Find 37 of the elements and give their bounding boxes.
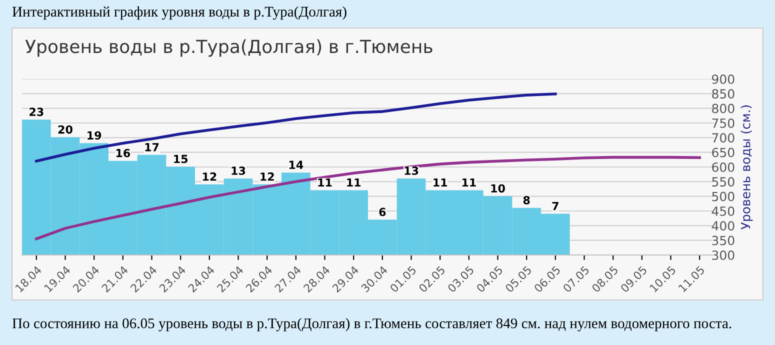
data-label: 10 bbox=[491, 184, 505, 193]
y2-tick-label: 550 bbox=[712, 177, 734, 187]
data-label: 20 bbox=[58, 125, 72, 134]
y2-tick-label: 700 bbox=[712, 133, 734, 143]
data-label: 14 bbox=[289, 160, 304, 169]
y2-tick-label: 500 bbox=[712, 192, 734, 202]
y2-tick-label: 400 bbox=[712, 221, 734, 231]
y2-tick-label: 900 bbox=[712, 74, 734, 84]
data-label: 23 bbox=[30, 108, 44, 116]
y2-tick-label: 800 bbox=[712, 104, 734, 114]
data-label: 11 bbox=[347, 178, 361, 187]
line-series bbox=[35, 156, 701, 240]
data-label: 17 bbox=[145, 143, 159, 152]
data-label: 11 bbox=[434, 178, 448, 187]
text: Интерактивный график уровня воды в р.Тура(Долгая) bbox=[12, 6, 346, 20]
data-label: 13 bbox=[404, 166, 418, 175]
y2-tick-label: 450 bbox=[712, 206, 734, 216]
data-label: 11 bbox=[318, 178, 332, 187]
y2-axis-title: Уровень воды (см.) bbox=[740, 105, 753, 230]
data-label: 8 bbox=[523, 196, 530, 204]
data-label: 12 bbox=[260, 172, 274, 181]
y2-tick-label: 650 bbox=[712, 148, 734, 158]
data-label: 11 bbox=[462, 178, 476, 187]
chart-title: Уровень воды в р.Тура(Долгая) в г.Тюмень bbox=[25, 39, 432, 57]
data-label: 13 bbox=[232, 166, 246, 175]
y2-tick-label: 750 bbox=[712, 118, 734, 128]
y2-tick-label: 850 bbox=[712, 89, 734, 99]
y2-tick-label: 600 bbox=[712, 162, 734, 172]
data-label: 19 bbox=[88, 131, 102, 140]
y2-tick-label: 300 bbox=[712, 250, 734, 260]
data-label: 15 bbox=[174, 154, 188, 164]
text: По состоянию на 06.05 уровень воды в р.Тура(Долгая) в г.Тюмень составляет 849 см. над нулем водомерного поста. bbox=[12, 318, 732, 332]
data-label: 7 bbox=[552, 202, 558, 210]
y2-tick-label: 350 bbox=[712, 236, 734, 246]
data-label: 16 bbox=[116, 148, 130, 158]
data-label: 12 bbox=[202, 172, 216, 181]
data-label: 6 bbox=[379, 208, 386, 216]
